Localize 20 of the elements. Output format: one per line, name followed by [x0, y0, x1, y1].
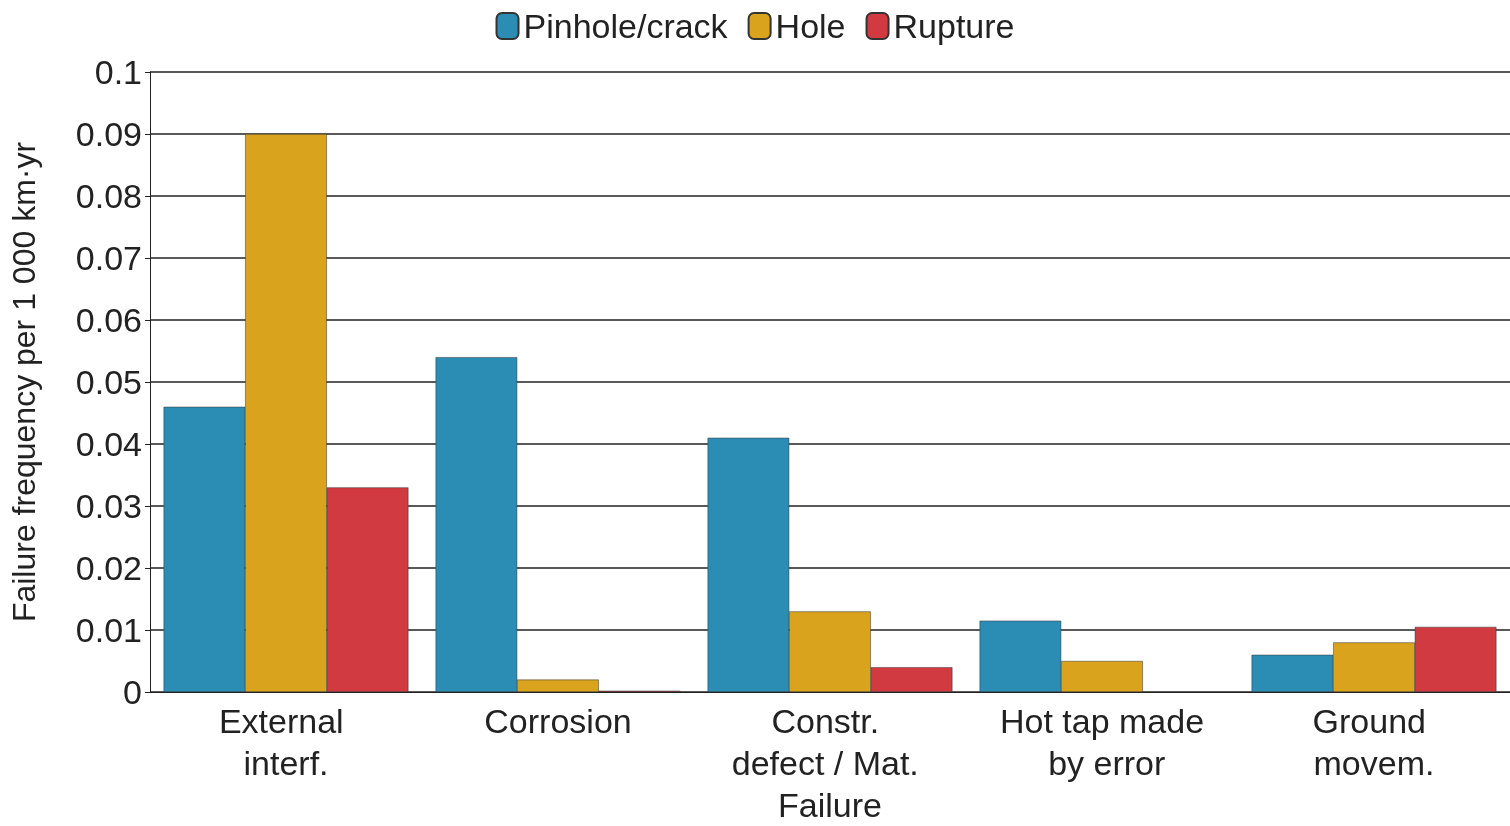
y-tick-label: 0.01 — [75, 611, 142, 649]
y-tick-label: 0.05 — [75, 363, 142, 401]
y-tick-label: 0.09 — [75, 115, 142, 153]
y-tick-label: 0.07 — [75, 239, 142, 277]
y-tick-label: 0.02 — [75, 549, 142, 587]
y-tick-label: 0.08 — [75, 177, 142, 215]
x-tick-label: Corrosion — [484, 702, 632, 740]
y-tick-label: 0 — [123, 673, 142, 711]
y-tick-label: 0.04 — [75, 425, 142, 463]
y-axis-title: Failure frequency per 1 000 km·yr — [6, 141, 42, 623]
x-tick-label: Constr. defect / Mat. Failure — [731, 702, 929, 824]
y-tick-label: 0.1 — [94, 53, 142, 91]
x-tick-label: Ground movem. — [1312, 702, 1436, 782]
y-tick-label: 0.03 — [75, 487, 142, 525]
y-tick-label: 0.06 — [75, 301, 142, 339]
legend-label: Hole — [775, 7, 846, 45]
x-tick-label: External interf. — [218, 702, 354, 782]
x-tick-label: Hot tap made by error — [999, 702, 1205, 782]
legend-label: Pinhole/crack — [523, 7, 729, 45]
legend-label: Rupture — [893, 7, 1015, 45]
